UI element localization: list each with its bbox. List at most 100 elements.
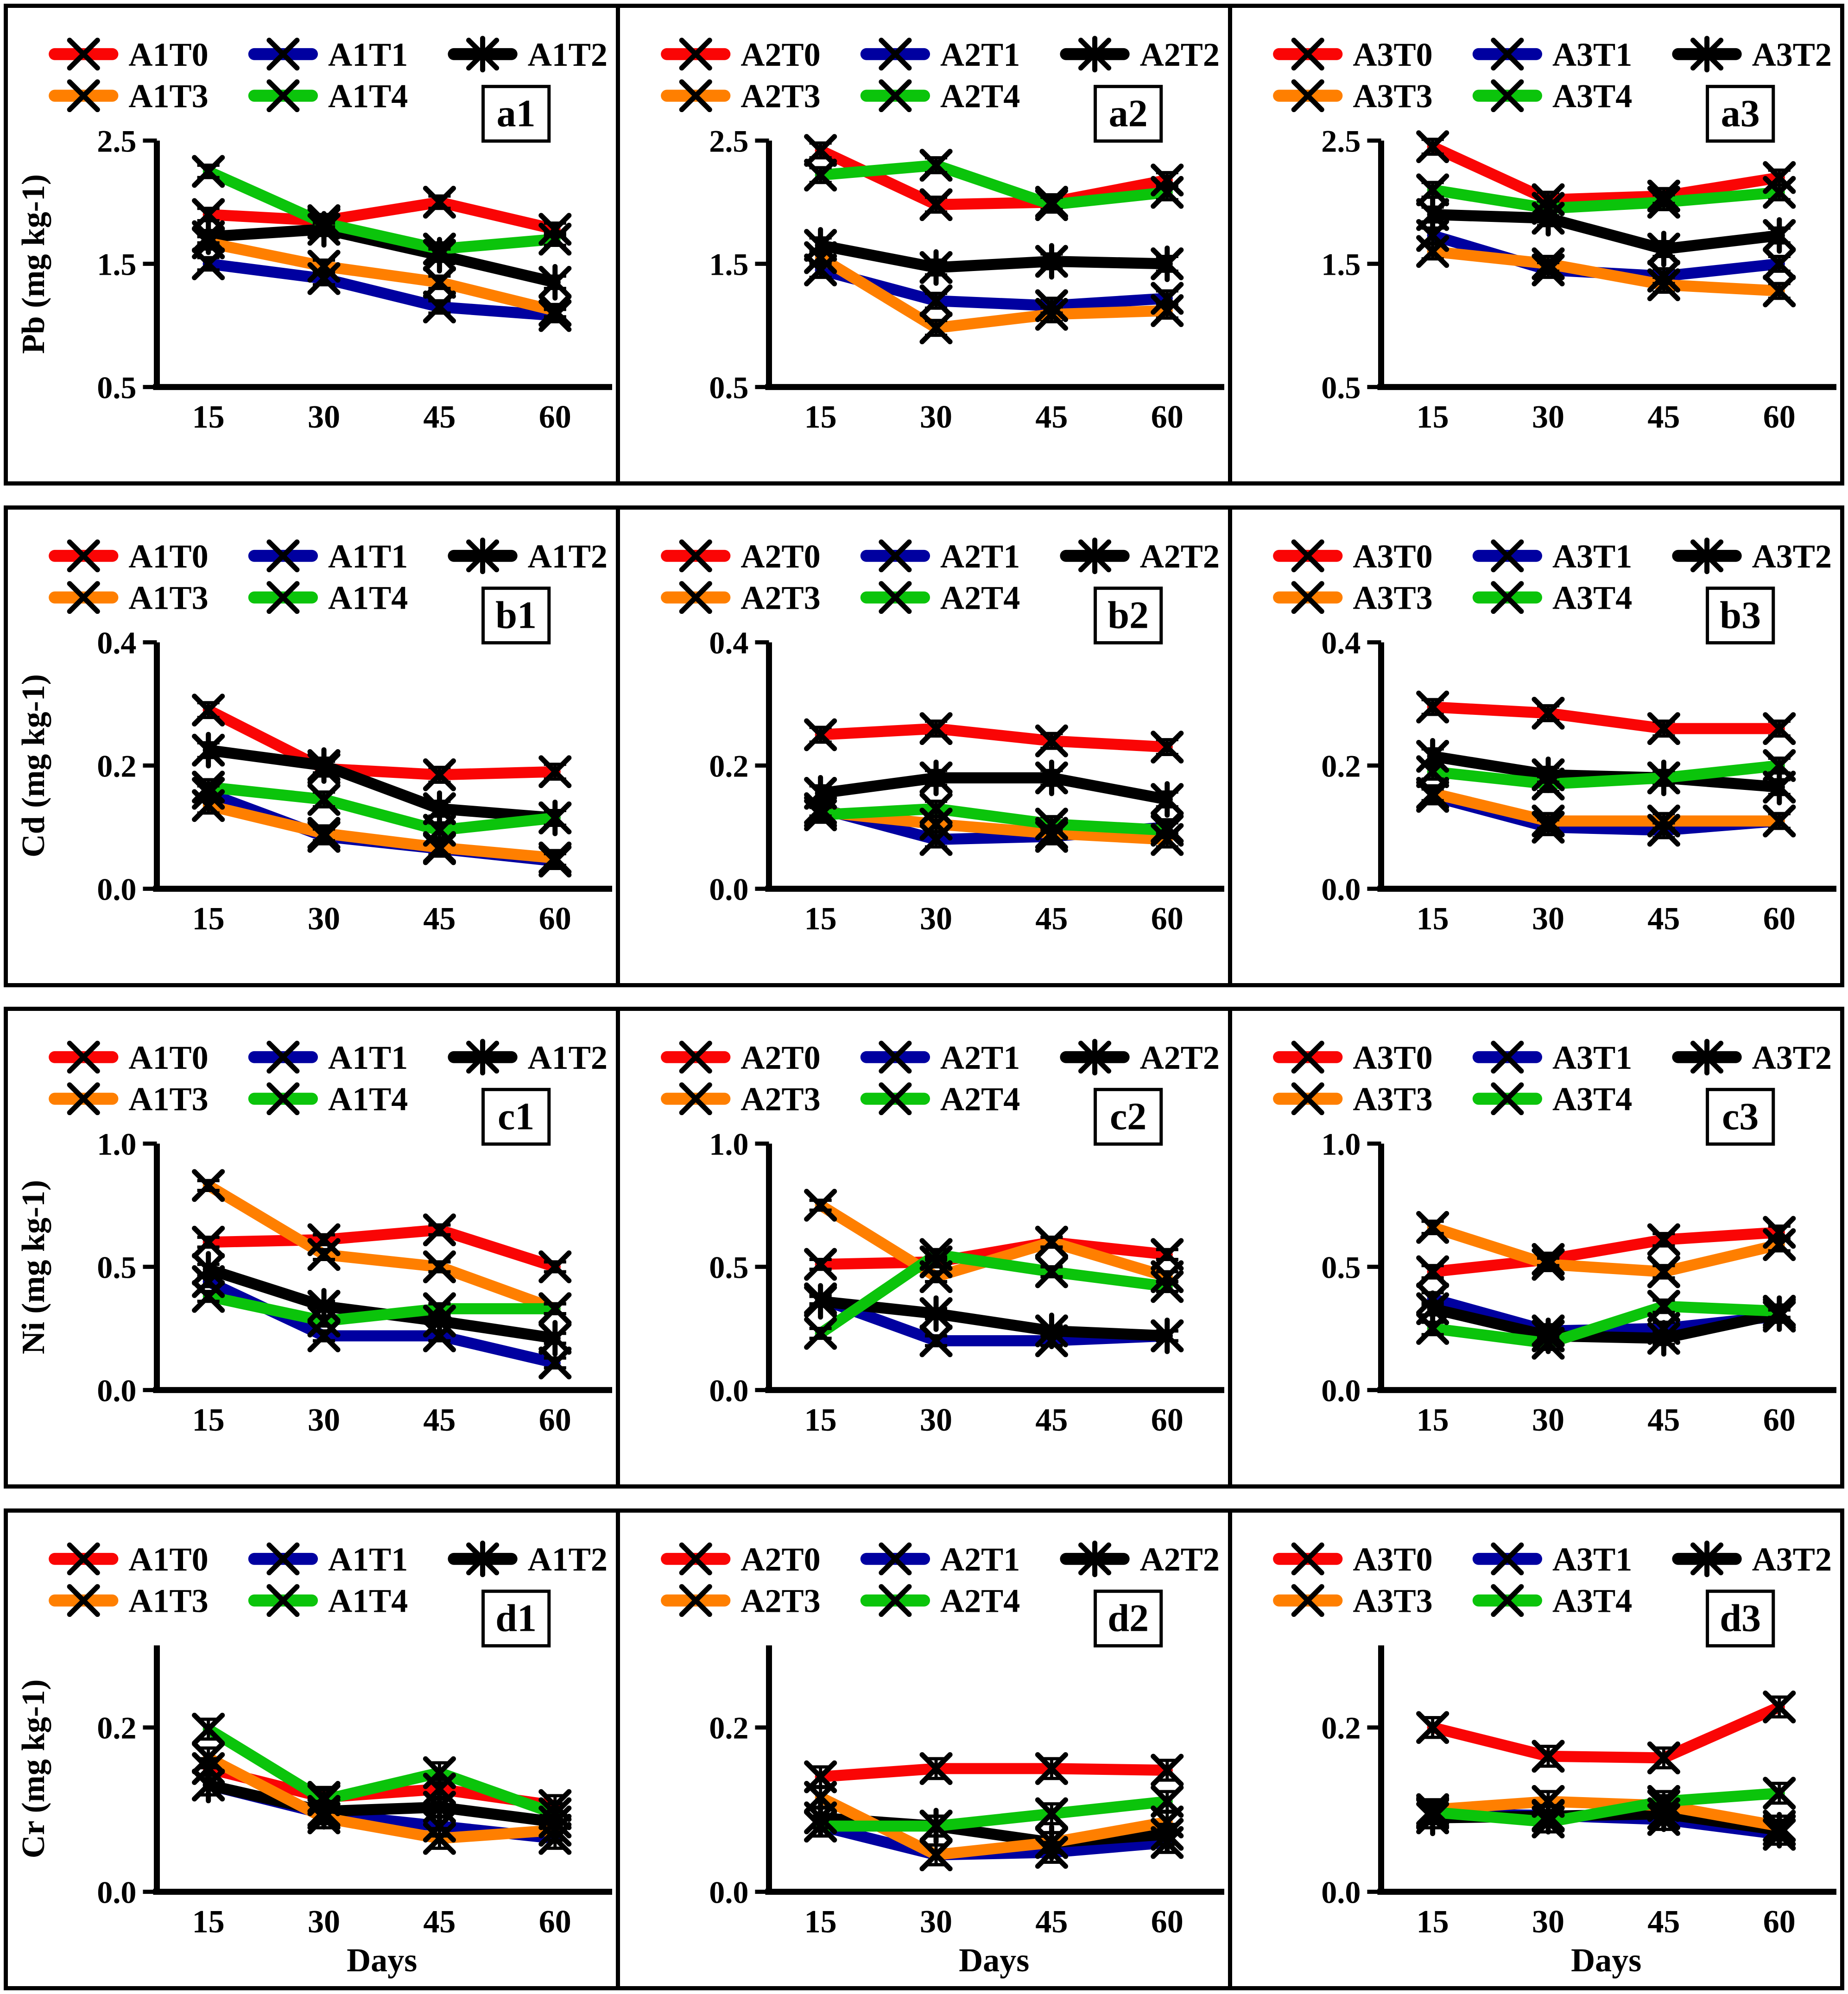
legend-label-A2T4: A2T4 — [940, 1081, 1020, 1118]
legend-label-A1T1: A1T1 — [328, 538, 408, 575]
x-marker-icon — [423, 1292, 456, 1325]
legend-label-A2T4: A2T4 — [940, 78, 1020, 115]
panel-label-box — [481, 1590, 551, 1647]
x-tick-label: 15 — [1417, 399, 1449, 435]
x-marker-icon — [67, 79, 100, 113]
panel-c3: A3T0 A3T1 A3T2 A3T3 A3T4 c3 1.0 0.5 0.0 15 30 45 60 — [1232, 1007, 1844, 1489]
series-line-A3T4 — [1427, 1787, 1785, 1828]
x-marker-icon — [1491, 539, 1524, 572]
chart-a2: A2T0 A2T1 A2T2 A2T3 A2T4 a2 2.5 1.5 0.5 15 30 45 60 — [661, 36, 1224, 435]
x-marker-icon — [1647, 712, 1680, 745]
x-tick-label: 45 — [1647, 1403, 1680, 1439]
x-marker-icon — [1416, 690, 1449, 724]
x-marker-icon — [1532, 804, 1565, 838]
x-marker-icon — [1647, 1741, 1680, 1774]
x-marker-icon — [266, 1041, 300, 1074]
series-line-A2T4 — [815, 803, 1173, 836]
series-line-A1T1 — [203, 258, 561, 322]
series-line-A3T4 — [1427, 1300, 1785, 1349]
asterisk-marker-icon — [1151, 245, 1184, 282]
y-tick-label: 1.5 — [709, 246, 748, 282]
x-tick-label: 45 — [423, 399, 456, 435]
y-tick-label: 0.5 — [97, 1250, 136, 1285]
x-marker-icon — [1763, 1295, 1796, 1328]
x-marker-icon — [1647, 268, 1680, 302]
figure-row-pb: A1T0 A1T1 A1T2 A1T3 A1T4 a1 2.5 1.5 0.5 15 30 45 60 P… — [4, 4, 1844, 486]
x-tick-label: 60 — [1763, 399, 1796, 435]
x-marker-icon — [1763, 274, 1796, 308]
x-marker-icon — [1291, 1584, 1324, 1617]
figure-row-cr: A1T0 A1T1 A1T2 A1T3 A1T4 d1 0.2 0.0 15 30 45 60 Days… — [4, 1508, 1844, 1990]
x-marker-icon — [879, 539, 912, 572]
legend-label-A3T0: A3T0 — [1353, 538, 1432, 575]
asterisk-marker-icon — [466, 36, 500, 73]
series-line-A2T3 — [815, 252, 1173, 334]
y-tick-label: 0.5 — [709, 370, 748, 405]
legend-label-A1T4: A1T4 — [328, 1081, 408, 1118]
x-marker-icon — [1416, 235, 1449, 268]
asterisk-marker-icon — [192, 732, 225, 769]
series-line-A3T3 — [1427, 787, 1785, 827]
x-tick-label: 45 — [1035, 1904, 1068, 1940]
series-line-A2T0 — [815, 723, 1173, 753]
legend-label-A3T0: A3T0 — [1353, 36, 1432, 73]
y-tick-label: 1.5 — [97, 246, 136, 282]
y-tick-label: 0.5 — [1321, 1250, 1361, 1285]
x-tick-label: 15 — [804, 1904, 837, 1940]
x-marker-icon — [1291, 1082, 1324, 1116]
legend-label-A1T1: A1T1 — [328, 1039, 408, 1076]
legend-label-A2T2: A2T2 — [1140, 538, 1220, 575]
x-marker-icon — [1035, 1752, 1068, 1785]
series-line-A1T4 — [203, 781, 561, 836]
x-tick-label: 45 — [1035, 1403, 1068, 1439]
x-marker-icon — [1763, 1228, 1796, 1262]
panel-label-box — [1706, 1088, 1775, 1146]
series-line-A3T3 — [1427, 1222, 1785, 1278]
x-marker-icon — [1151, 1785, 1184, 1818]
x-marker-icon — [879, 79, 912, 113]
x-marker-icon — [1763, 247, 1796, 280]
x-marker-icon — [266, 581, 300, 614]
asterisk-marker-icon — [1078, 1540, 1112, 1578]
x-tick-label: 15 — [192, 1904, 225, 1940]
x-marker-icon — [1532, 696, 1565, 730]
x-tick-label: 30 — [1532, 1403, 1564, 1439]
x-tick-label: 45 — [1647, 1904, 1680, 1940]
chart-a3: A3T0 A3T1 A3T2 A3T3 A3T4 a3 2.5 1.5 0.5 15 30 45 60 — [1273, 36, 1836, 435]
x-marker-icon — [919, 1838, 953, 1872]
x-tick-label: 45 — [423, 901, 456, 937]
x-marker-icon — [1532, 1248, 1565, 1281]
x-marker-icon — [1763, 1810, 1796, 1843]
x-marker-icon — [1416, 755, 1449, 788]
x-marker-icon — [804, 158, 837, 192]
legend-label-A2T0: A2T0 — [740, 538, 820, 575]
series-line-A3T0 — [1427, 1227, 1785, 1278]
x-marker-icon — [1647, 761, 1680, 795]
chart-a1: A1T0 A1T1 A1T2 A1T3 A1T4 a1 2.5 1.5 0.5 15 30 45 60 P… — [16, 36, 612, 435]
legend-label-A3T2: A3T2 — [1752, 1541, 1832, 1578]
series-line-A2T2 — [815, 240, 1173, 273]
panel-label: a3 — [1721, 92, 1760, 135]
x-marker-icon — [1491, 1584, 1524, 1617]
y-tick-label: 0.2 — [1321, 1710, 1361, 1746]
legend-label-A1T0: A1T0 — [128, 36, 208, 73]
panel-a2: A2T0 A2T1 A2T2 A2T3 A2T4 a2 2.5 1.5 0.5 15 30 45 60 — [620, 4, 1232, 486]
asterisk-marker-icon — [538, 264, 572, 301]
legend-label-A3T3: A3T3 — [1353, 78, 1432, 115]
y-axis-title: Cr (mg kg-1) — [16, 1679, 51, 1859]
y-tick-label: 2.5 — [1321, 123, 1361, 158]
series-line-A3T4 — [1427, 760, 1785, 789]
x-tick-label: 15 — [192, 1403, 225, 1439]
x-marker-icon — [1035, 1226, 1068, 1259]
x-marker-icon — [1647, 1785, 1680, 1818]
asterisk-marker-icon — [538, 1320, 572, 1357]
x-marker-icon — [804, 1189, 837, 1222]
panel-label-box — [481, 586, 551, 644]
asterisk-marker-icon — [307, 747, 341, 784]
y-tick-label: 0.0 — [97, 871, 136, 907]
x-marker-icon — [1532, 1740, 1565, 1773]
x-marker-icon — [538, 222, 572, 256]
x-marker-icon — [538, 1292, 572, 1325]
x-tick-label: 60 — [1151, 1403, 1183, 1439]
legend-label-A1T3: A1T3 — [128, 78, 208, 115]
